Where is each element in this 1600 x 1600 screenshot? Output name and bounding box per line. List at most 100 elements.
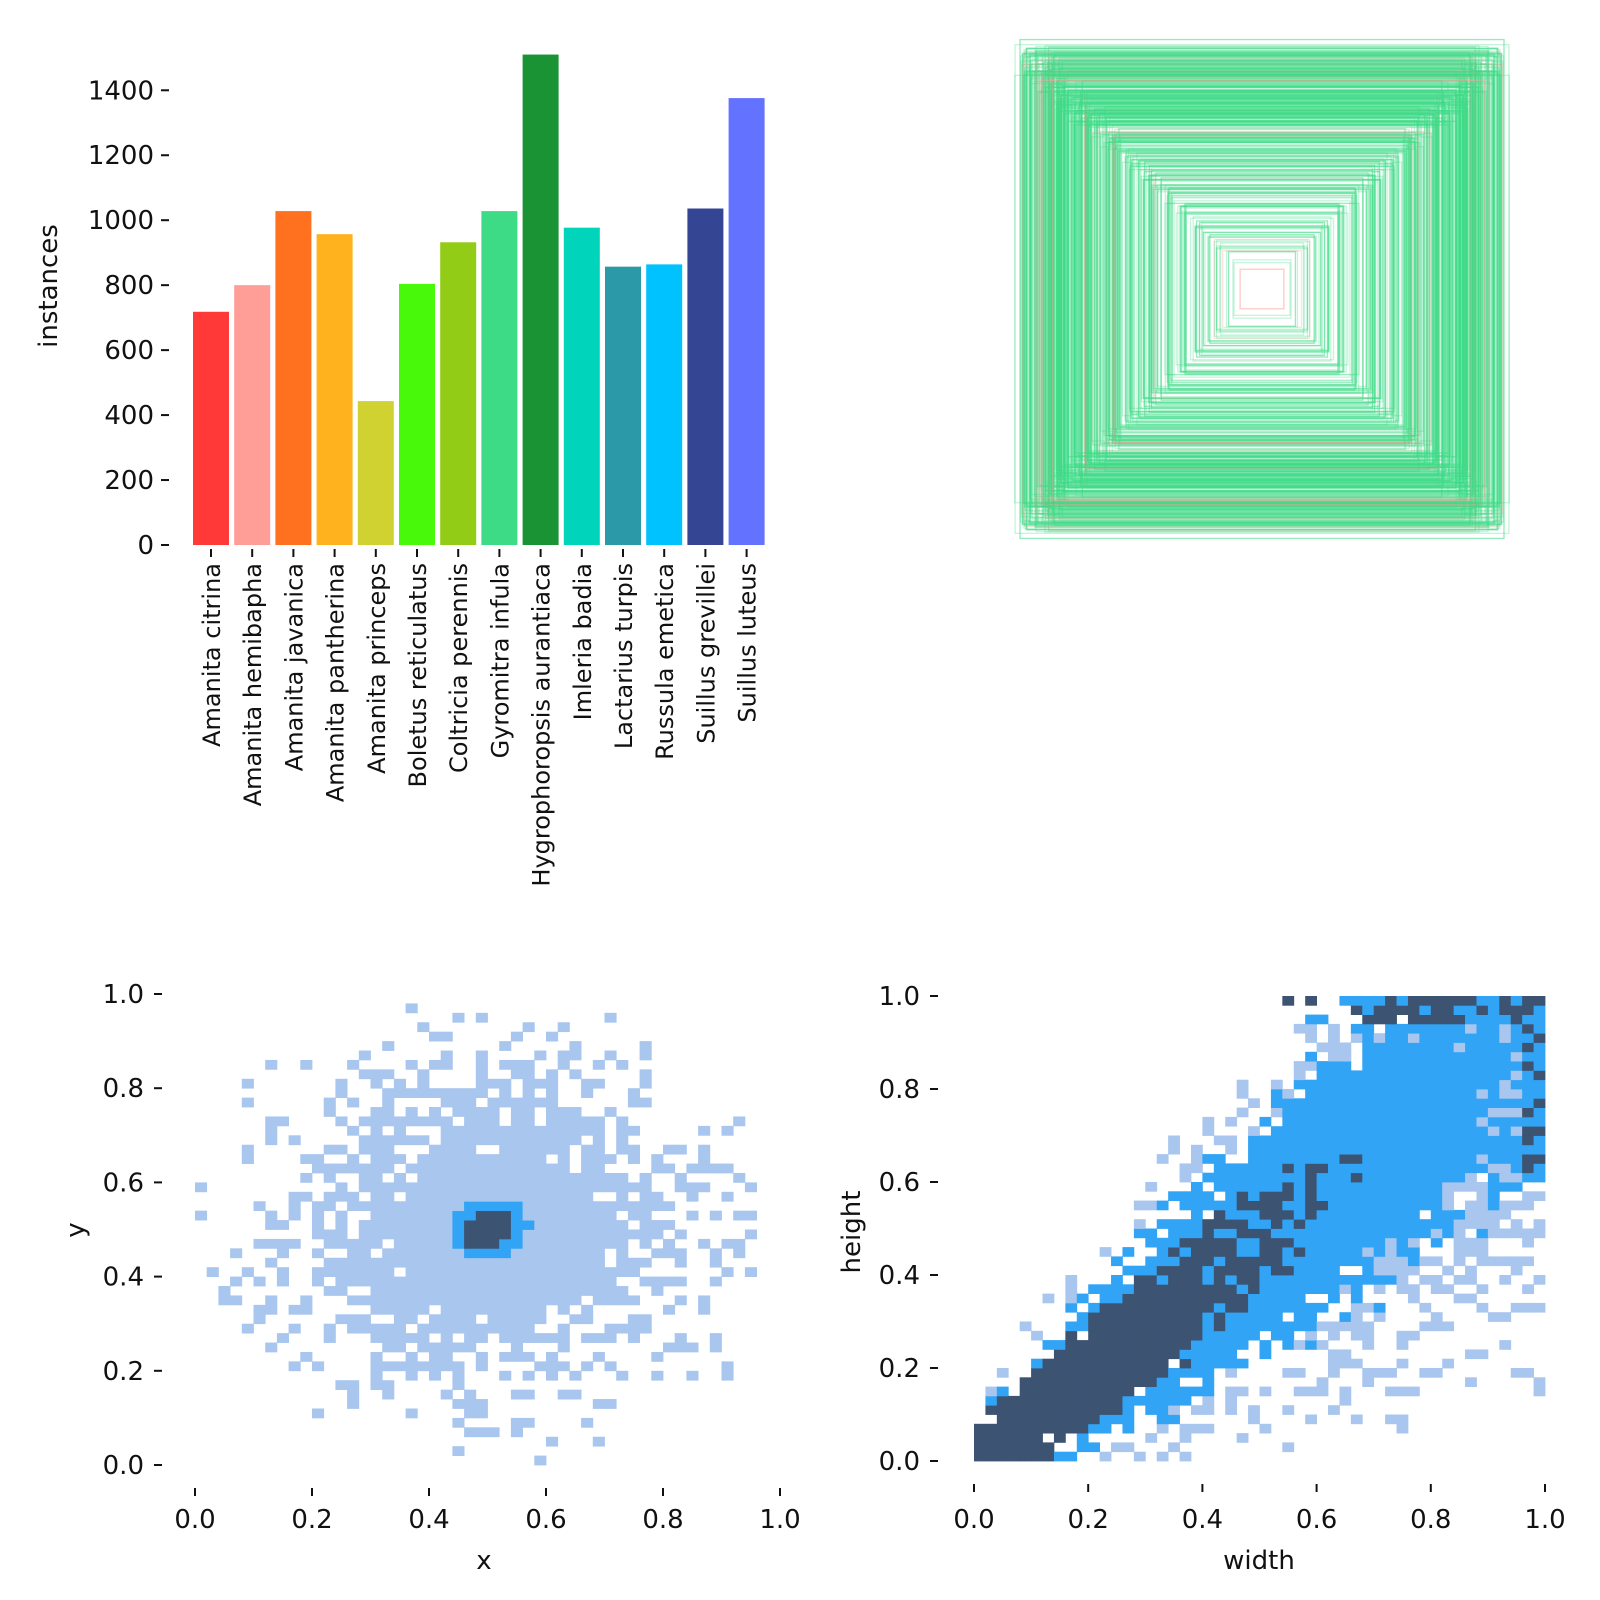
wh-heatmap-cell [1225, 1293, 1238, 1304]
wh-heatmap-cell [1362, 1302, 1375, 1313]
wh-heatmap-cell [1533, 1116, 1546, 1127]
xy-heatmap-cell [546, 1191, 559, 1202]
xy-heatmap-cell [510, 1257, 523, 1268]
wh-heatmap-cell [1476, 1182, 1489, 1192]
xy-heatmap-cell [651, 1286, 664, 1296]
wh-heatmap-cell [1156, 1423, 1169, 1434]
xy-heatmap-cell [206, 1267, 219, 1277]
xy-heatmap-cell [429, 1201, 442, 1212]
xy-heatmap-cell [709, 1342, 722, 1353]
xy-heatmap-cell [475, 1276, 488, 1287]
wh-heatmap-cell [1316, 1191, 1329, 1201]
box-outline [1133, 166, 1391, 412]
wh-heatmap-cell [1099, 1358, 1112, 1369]
wh-heatmap-cell [1510, 1154, 1523, 1164]
xy-heatmap-cell [510, 1163, 523, 1174]
wh-heatmap-cell [1407, 1256, 1420, 1267]
wh-heatmap-cell [1499, 1154, 1512, 1164]
wh-heatmap-cell [1328, 1368, 1340, 1378]
xy-heatmap-cell [639, 1041, 652, 1051]
wh-heatmap-cell [1442, 1265, 1455, 1276]
wh-heatmap-cell [1465, 1014, 1477, 1025]
xy-heatmap-cell [440, 1191, 453, 1202]
xy-heatmap-cell [405, 1361, 418, 1372]
xy-heatmap-cell [534, 1257, 547, 1268]
wh-heatmap-cell [1510, 1070, 1523, 1081]
box-outline [1167, 192, 1357, 386]
wh-heatmap-cell [1293, 1116, 1306, 1127]
wh-heatmap-cell [1282, 1442, 1295, 1453]
wh-heatmap-cell [1522, 1005, 1534, 1015]
xy-heatmap-cell [323, 1144, 336, 1155]
wh-heatmap-cell [1248, 1126, 1260, 1136]
y-tick-label: 0.8 [879, 1075, 920, 1105]
xy-heatmap-cell [358, 1323, 371, 1334]
wh-heatmap-cell [1510, 1265, 1523, 1276]
xy-heatmap-cell [569, 1248, 582, 1259]
wh-heatmap-cell [1316, 1144, 1329, 1155]
wh-heatmap-cell [1476, 1228, 1489, 1239]
xy-heatmap-cell [347, 1201, 360, 1212]
wh-heatmap-cell [1499, 1033, 1512, 1043]
xy-heatmap-cell [405, 1088, 418, 1099]
xy-heatmap-cell [405, 1295, 418, 1306]
wh-heatmap-cell [1339, 1154, 1352, 1164]
xy-heatmap-cell [674, 1257, 687, 1268]
xy-heatmap-cell [674, 1182, 687, 1193]
xy-heatmap-cell [370, 1107, 383, 1117]
xy-heatmap-cell [674, 1276, 687, 1287]
box-outline [1115, 136, 1409, 442]
wh-heatmap-cell [1407, 1284, 1420, 1294]
wh-heatmap-cell [1396, 996, 1409, 1006]
box-outline [1048, 84, 1476, 494]
xy-heatmap-cell [429, 1191, 442, 1202]
xy-heatmap-cell [546, 1436, 559, 1447]
wh-heatmap-cell [1168, 1321, 1180, 1332]
box-outline [1140, 168, 1384, 410]
xy-heatmap-cell [733, 1116, 746, 1127]
xy-heatmap-cell [499, 1238, 512, 1249]
wh-heatmap-cell [1282, 1284, 1295, 1294]
xy-heatmap-cell [382, 1210, 395, 1221]
wh-heatmap-cell [1133, 1200, 1146, 1211]
wh-heatmap-cell [1293, 1293, 1306, 1304]
wh-heatmap-cell [1099, 1284, 1112, 1294]
wh-heatmap-cell [1350, 1023, 1363, 1034]
wh-heatmap-cell [1282, 1107, 1295, 1118]
xy-heatmap-cell [569, 1229, 582, 1240]
x-tick-label: 1.0 [1524, 1505, 1565, 1535]
xy-heatmap-cell [604, 1220, 617, 1230]
wh-heatmap-cell [1248, 1237, 1260, 1248]
wh-heatmap-cell [1179, 1330, 1192, 1341]
wh-heatmap-cell [1442, 1126, 1455, 1136]
xy-heatmap-cell [440, 1314, 453, 1325]
bar-category-label: Suillus luteus [734, 563, 762, 723]
wh-heatmap-cell [1407, 1386, 1420, 1397]
wh-heatmap-cell [1328, 1275, 1340, 1285]
wh-heatmap-cell [1031, 1405, 1043, 1415]
wh-heatmap-cell [1316, 1182, 1329, 1192]
xy-heatmap-cell [335, 1116, 348, 1127]
wh-heatmap-cell [1202, 1275, 1215, 1285]
box-outline [1078, 102, 1446, 476]
wh-heatmap-cell [1213, 1340, 1226, 1350]
wh-heatmap-cell [1179, 1284, 1192, 1294]
xy-heatmap-cell [475, 1427, 488, 1438]
wh-heatmap-cell [1396, 1237, 1409, 1248]
xy-heatmap-cell [417, 1135, 430, 1146]
wh-heatmap-cell [996, 1386, 1009, 1397]
wh-heatmap-cell [1179, 1163, 1192, 1174]
xy-heatmap-cell [475, 1361, 488, 1372]
wh-heatmap-cell [1133, 1451, 1146, 1462]
wh-heatmap-cell [1316, 1070, 1329, 1081]
wh-heatmap-cell [1008, 1451, 1021, 1462]
wh-heatmap-cell [1430, 1191, 1443, 1201]
xy-heatmap-cell [393, 1135, 406, 1146]
wh-heatmap-cell [1236, 1275, 1249, 1285]
wh-heatmap-cell [1407, 1209, 1420, 1220]
xy-heatmap-cell [522, 1304, 535, 1315]
wh-heatmap-cell [1419, 1135, 1432, 1146]
xy-heatmap-cell [347, 1276, 360, 1287]
box-outline [1184, 212, 1340, 366]
